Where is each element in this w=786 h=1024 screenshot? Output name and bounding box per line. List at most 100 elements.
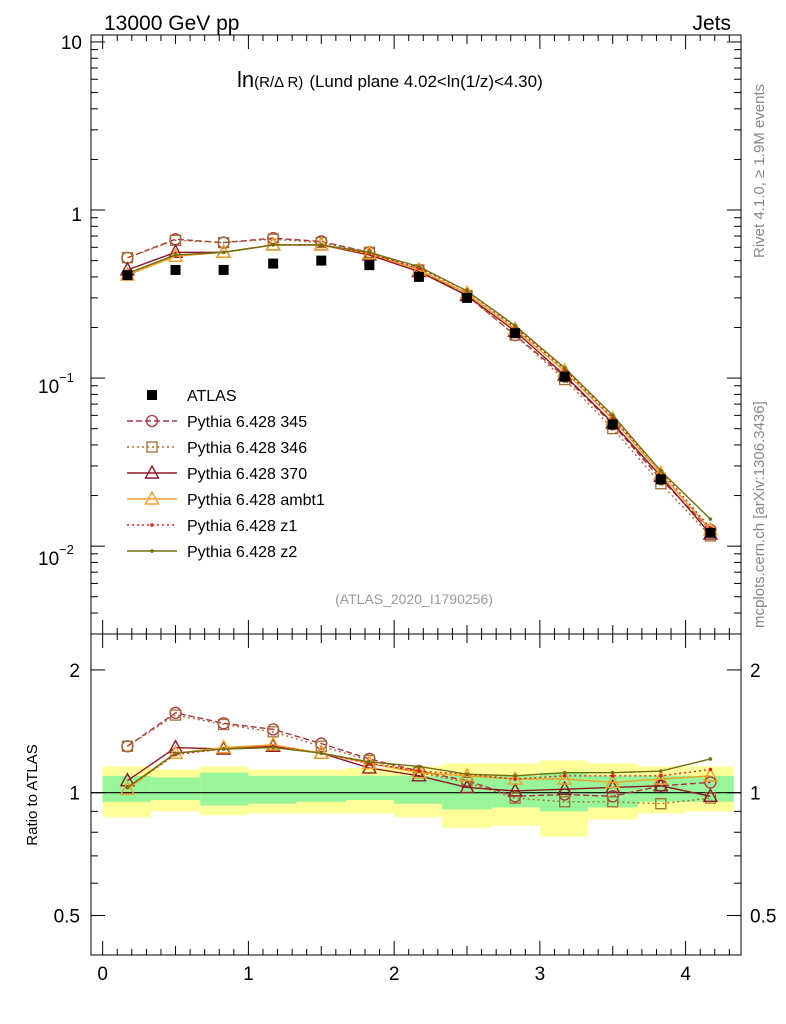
ratio-point <box>315 740 327 752</box>
ratio-point <box>465 772 469 777</box>
series-pythia-6-428-ambt1 <box>119 236 719 536</box>
ratio-point <box>702 767 719 782</box>
ratio-point <box>659 774 663 778</box>
data-point <box>170 264 181 275</box>
series-pythia-6-428-z1 <box>125 243 713 530</box>
analysis-tag: (ATLAS_2020_I1790256) <box>335 591 493 607</box>
data-point <box>465 289 469 293</box>
ratio-point <box>708 757 713 761</box>
series-line <box>127 237 711 531</box>
data-point <box>167 243 184 259</box>
ratio-point <box>507 782 523 797</box>
x-tick-label: 0 <box>97 964 108 985</box>
ratio-y-tick-label-right: 0.5 <box>750 906 776 927</box>
legend-marker <box>147 390 157 400</box>
ratio-point <box>702 787 719 802</box>
ratio-line <box>127 714 711 805</box>
legend-entry: Pythia 6.428 ambt1 <box>127 490 325 509</box>
legend-marker <box>144 490 160 505</box>
ratio-point <box>121 740 134 752</box>
ratio-frame <box>90 633 742 956</box>
ratio-point <box>367 760 372 764</box>
series-atlas <box>122 255 716 538</box>
ratio-point <box>509 792 521 804</box>
svg-text:10: 10 <box>38 377 59 398</box>
data-point <box>655 474 666 485</box>
x-tick-label: 1 <box>243 964 254 985</box>
legend-entry: Pythia 6.428 z1 <box>127 518 297 535</box>
ratio-point <box>556 770 573 785</box>
legend-entry: Pythia 6.428 370 <box>127 464 307 483</box>
legend-entry: Pythia 6.428 345 <box>127 414 307 431</box>
x-tick-label: 3 <box>535 964 546 985</box>
data-point <box>513 323 517 328</box>
data-point <box>122 270 133 281</box>
y-tick-label-0.01: 10 −2 <box>38 542 74 570</box>
ratio-point <box>605 779 621 794</box>
legend-label: ATLAS <box>187 388 237 405</box>
legend-marker <box>150 549 154 553</box>
data-point <box>559 371 570 382</box>
band-inner <box>346 775 395 800</box>
plot-title-paren: (R/Δ R) <box>254 74 303 91</box>
main-y-ticks <box>91 35 741 635</box>
mcplots-label: mcplots.cern.ch [arXiv:1306.3436] <box>751 401 768 628</box>
svg-text:−1: −1 <box>59 370 74 385</box>
ratio-point <box>411 764 427 779</box>
ratio-point <box>417 769 421 773</box>
ratio-point <box>607 796 619 808</box>
data-point <box>265 236 281 251</box>
ratio-point <box>215 739 232 754</box>
ratio-point <box>556 780 573 795</box>
ratio-point <box>655 798 667 810</box>
data-point <box>316 255 327 266</box>
data-point <box>705 527 716 538</box>
main-panel <box>90 34 742 635</box>
legend-marker <box>146 441 158 453</box>
svg-text:−2: −2 <box>59 542 74 557</box>
ratio-point <box>169 709 182 721</box>
plot-title-ln: ln <box>237 67 254 92</box>
ratio-point <box>459 779 475 794</box>
band-inner <box>200 772 249 806</box>
legend-label: Pythia 6.428 z1 <box>187 518 297 535</box>
legend-entry: Pythia 6.428 z2 <box>127 544 297 561</box>
legend: ATLAS Pythia 6.428 345 Pythia 6.428 346 Pyt… <box>127 388 325 561</box>
ratio-point <box>610 774 615 778</box>
data-point <box>659 469 663 473</box>
ratio-point <box>121 740 134 753</box>
data-point <box>364 260 375 271</box>
data-point <box>319 243 324 247</box>
legend-label: Pythia 6.428 370 <box>187 466 307 483</box>
ratio-point <box>610 770 615 775</box>
legend-label: Pythia 6.428 ambt1 <box>187 492 325 509</box>
ratio-panel: 0.5 0.5 1 1 2 2 0 1 2 3 4 <box>54 633 776 985</box>
band-inner <box>150 777 201 800</box>
ratio-point <box>319 751 324 755</box>
ratio-series-pythia-6-428-z2 <box>125 745 713 790</box>
legend-entry: Pythia 6.428 346 <box>127 440 307 457</box>
legend-marker <box>150 523 154 527</box>
band-inner <box>296 775 347 802</box>
ratio-y-tick-label: 1 <box>69 784 80 805</box>
legend-label: Pythia 6.428 345 <box>187 414 307 431</box>
ratio-point <box>271 745 275 750</box>
data-point <box>217 236 230 249</box>
ratio-y-ticks: 0.5 0.5 1 1 2 2 0 1 2 3 4 <box>54 634 776 985</box>
data-point <box>313 236 329 251</box>
ratio-point <box>513 777 517 781</box>
series-line <box>127 244 711 529</box>
ratio-y-tick-label-right: 2 <box>750 661 761 682</box>
ratio-point <box>559 796 571 808</box>
ratio-y-tick-label: 2 <box>69 661 80 682</box>
ratio-point <box>605 773 621 789</box>
ratio-point <box>173 751 178 755</box>
data-point <box>367 250 372 255</box>
main-y-tick-labels: 10 1 10 −1 10 −2 <box>38 33 82 570</box>
ratio-point <box>513 774 517 778</box>
ratio-point <box>507 770 523 785</box>
y-tick-label-1: 1 <box>71 205 82 226</box>
ratio-point <box>119 780 136 795</box>
ratio-point <box>562 774 567 778</box>
data-point <box>417 264 421 269</box>
